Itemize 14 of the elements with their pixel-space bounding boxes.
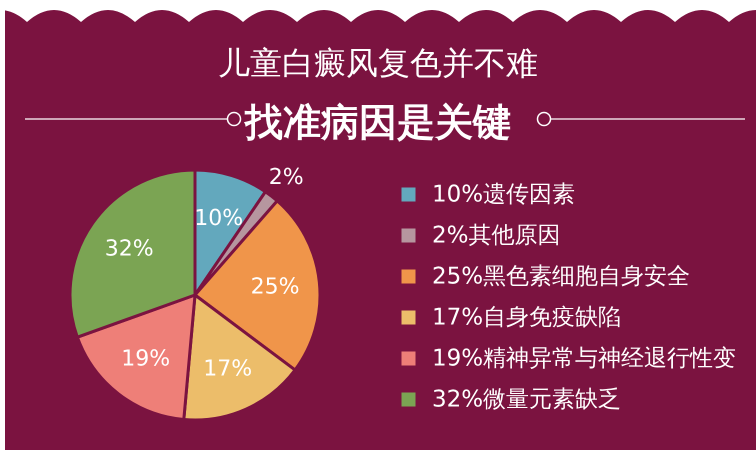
data-label: 19% — [121, 346, 170, 372]
data-label: 25% — [250, 274, 300, 300]
legend-label: 25%黑色素细胞自身安全 — [432, 264, 690, 290]
data-label: 10% — [194, 206, 244, 232]
chart-subtitle: 找准病因是关键 — [243, 100, 511, 144]
legend-label: 19%精神异常与神经退行性变 — [432, 346, 736, 372]
legend-label: 2%其他原因 — [432, 222, 560, 248]
chart-title: 儿童白癜风复色并不难 — [218, 44, 538, 82]
data-label: 32% — [104, 236, 154, 262]
data-label: 2% — [268, 165, 304, 190]
legend-label: 10%遗传因素 — [432, 182, 576, 208]
legend-label: 17%自身免疫缺陷 — [432, 304, 622, 330]
data-label: 17% — [203, 356, 252, 382]
legend-label: 32%微量元素缺乏 — [432, 386, 622, 412]
